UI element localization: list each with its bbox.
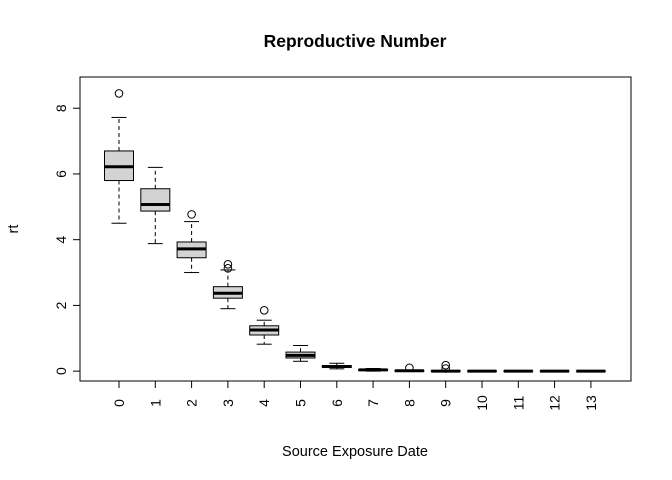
box-1 bbox=[140, 188, 171, 212]
x-tick-label: 10 bbox=[474, 395, 490, 411]
y-tick-label: 2 bbox=[53, 301, 69, 309]
x-tick-label: 13 bbox=[583, 395, 599, 411]
x-tick-label: 2 bbox=[184, 399, 200, 407]
x-tick-label: 11 bbox=[510, 396, 526, 411]
x-tick-label: 7 bbox=[365, 399, 381, 407]
x-tick-label: 12 bbox=[547, 395, 563, 411]
x-tick-label: 9 bbox=[438, 399, 454, 407]
outlier-point bbox=[405, 363, 414, 373]
x-tick-label: 8 bbox=[401, 399, 417, 407]
outlier-point bbox=[187, 210, 196, 219]
x-tick-label: 6 bbox=[329, 399, 345, 407]
x-tick-label: 3 bbox=[220, 399, 236, 407]
chart-title: Reproductive Number bbox=[264, 31, 447, 51]
y-axis-label: rt bbox=[6, 225, 22, 234]
x-axis-label: Source Exposure Date bbox=[282, 444, 428, 460]
plot-frame bbox=[79, 76, 632, 382]
y-tick-label: 4 bbox=[53, 236, 69, 244]
outlier-point bbox=[223, 260, 233, 269]
y-tick-label: 8 bbox=[53, 104, 69, 112]
x-tick-label: 5 bbox=[293, 399, 309, 407]
outlier-point bbox=[441, 364, 451, 373]
y-tick-label: 6 bbox=[53, 170, 69, 178]
x-tick-label: 1 bbox=[147, 399, 163, 407]
outlier-point bbox=[441, 360, 451, 370]
outlier-point bbox=[114, 89, 124, 98]
x-tick-label: 4 bbox=[256, 399, 272, 407]
y-tick-label: 0 bbox=[53, 367, 69, 375]
x-tick-label: 0 bbox=[111, 399, 127, 407]
outlier-point bbox=[259, 306, 269, 315]
outlier-point bbox=[223, 263, 233, 273]
